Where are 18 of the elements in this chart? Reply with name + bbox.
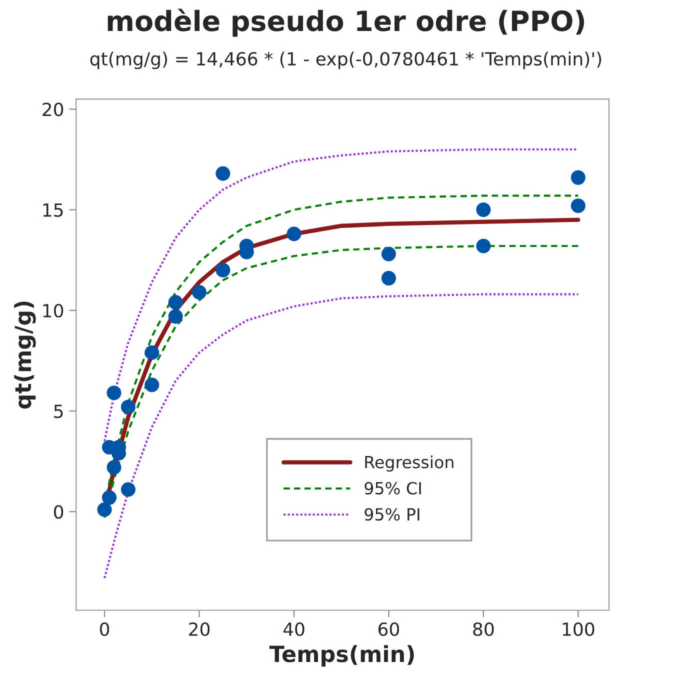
x-tick-label: 80 — [473, 622, 494, 636]
y-tick-label: 0 — [54, 505, 64, 519]
x-tick-label: 20 — [189, 622, 210, 636]
x-axis-title: Temps(min) — [269, 645, 414, 667]
legend-label: 95% PI — [364, 508, 420, 521]
x-tick-label: 40 — [283, 622, 304, 636]
x-tick-label: 0 — [100, 622, 110, 636]
legend-label: 95% CI — [364, 482, 421, 495]
y-tick-label: 10 — [43, 304, 64, 318]
x-tick-label: 60 — [378, 622, 400, 636]
y-tick-label: 15 — [43, 203, 63, 217]
chart-title: modèle pseudo 1er odre (PPO) — [108, 8, 584, 37]
legend-label: Regression — [365, 456, 454, 472]
y-axis-title: qt(mg/g) — [14, 302, 36, 409]
y-tick-label: 5 — [54, 404, 63, 418]
x-tick-label: 100 — [562, 622, 594, 636]
chart-subtitle: qt(mg/g) = 14,466 * (1 - exp(-0,0780461 * 'Temps(min)') — [90, 52, 602, 70]
y-tick-label: 20 — [42, 102, 64, 116]
